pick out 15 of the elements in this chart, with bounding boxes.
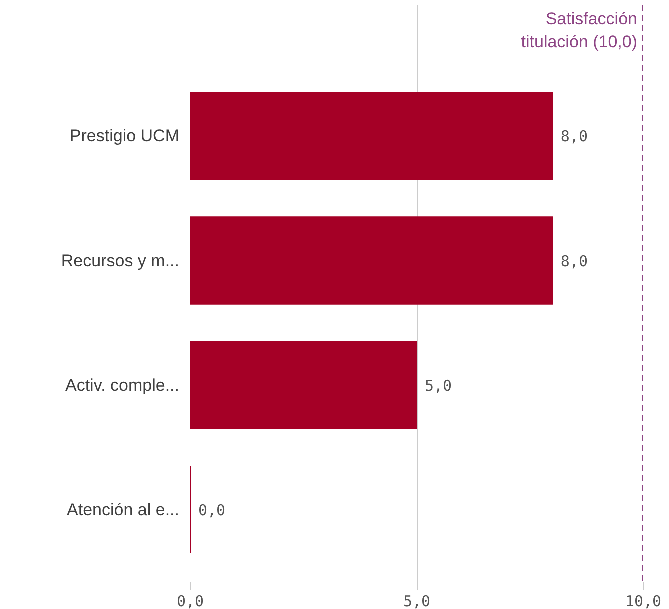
y-tick-label: Recursos y m...: [61, 251, 180, 270]
y-tick-label: Activ. comple...: [66, 376, 180, 395]
bar: [190, 216, 554, 305]
x-tick-label: 0,0: [176, 592, 204, 609]
y-tick-label: Atención al e...: [67, 500, 180, 520]
bar: [190, 92, 554, 180]
y-tick-label: Prestigio UCM: [70, 126, 180, 146]
data-label: 8,0: [560, 128, 588, 146]
x-tick-label: 5,0: [403, 592, 431, 609]
x-tick-label: 10,0: [625, 592, 662, 609]
data-label: 0,0: [198, 501, 226, 520]
bar: [190, 341, 418, 430]
ref-line-label: Satisfacción titulación (10,0): [521, 10, 638, 52]
data-label: 8,0: [560, 252, 588, 270]
data-label: 5,0: [425, 376, 452, 395]
